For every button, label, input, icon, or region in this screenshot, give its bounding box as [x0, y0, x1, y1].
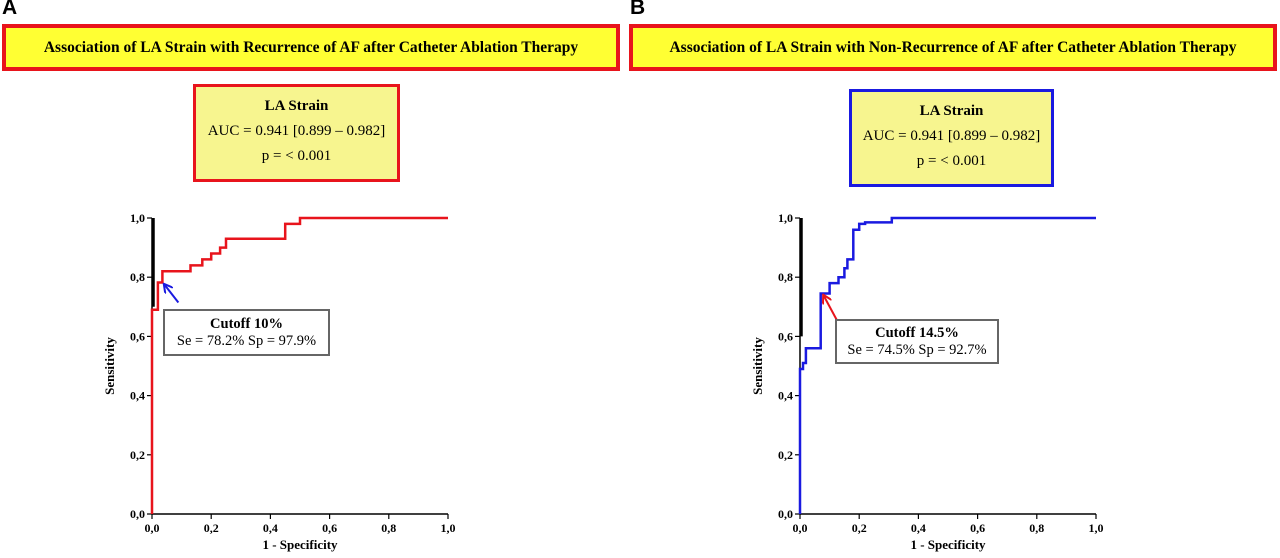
y-tick-label: 0,4 [130, 389, 145, 403]
roc-curve [150, 216, 448, 514]
y-tick-label: 0,4 [778, 389, 793, 403]
y-tick-label: 1,0 [778, 211, 793, 225]
x-axis-label: 1 - Specificity [910, 537, 986, 552]
x-tick-label: 0,8 [381, 521, 396, 535]
panel-b-banner: Association of LA Strain with Non-Recurr… [629, 24, 1277, 71]
x-tick-label: 1,0 [441, 521, 456, 535]
y-tick-label: 0,6 [130, 329, 145, 343]
y-tick-label: 0,6 [778, 329, 793, 343]
panel-a-auc-box: LA Strain AUC = 0.941 [0.899 – 0.982] p … [193, 84, 400, 182]
y-tick-label: 0,8 [130, 270, 145, 284]
p-value: p = < 0.001 [261, 148, 332, 164]
panel-a-cutoff-box: Cutoff 10% Se = 78.2% Sp = 97.9% [163, 309, 330, 356]
cutoff-values: Se = 74.5% Sp = 92.7% [847, 342, 987, 358]
auc-box-title: LA Strain [919, 103, 984, 119]
y-tick-label: 0,0 [778, 507, 793, 521]
x-axis-label: 1 - Specificity [262, 537, 338, 552]
y-tick-label: 0,0 [130, 507, 145, 521]
x-tick-label: 0,4 [263, 521, 278, 535]
cutoff-arrow [164, 285, 180, 304]
y-tick-label: 0,2 [778, 448, 793, 462]
panel-b-auc-box: LA Strain AUC = 0.941 [0.899 – 0.982] p … [849, 89, 1054, 187]
auc-value: AUC = 0.941 [0.899 – 0.982] [862, 128, 1041, 144]
cutoff-title: Cutoff 14.5% [875, 325, 959, 341]
panel-b-roc-chart: 0,0 0,2 0,4 0,6 0,8 1,0 0,0 0,2 0,4 0,6 0,8 1,0 1 - … [750, 211, 1104, 552]
y-axis-label: Sensitivity [102, 337, 117, 395]
x-tick-label: 0,0 [145, 521, 160, 535]
panel-a-letter: A [2, 0, 18, 19]
panel-a-roc-chart: 0,0 0,2 0,4 0,6 0,8 1,0 0,0 0,2 0,4 0,6 0,8 1,0 1 - … [102, 211, 456, 552]
x-tick-label: 0,2 [204, 521, 219, 535]
x-tick-label: 1,0 [1089, 521, 1104, 535]
x-tick-label: 0,6 [970, 521, 985, 535]
y-axis-label: Sensitivity [750, 337, 765, 395]
cutoff-title: Cutoff 10% [210, 316, 283, 332]
y-tick-label: 0,8 [778, 270, 793, 284]
x-tick-label: 0,8 [1029, 521, 1044, 535]
y-tick-label: 0,2 [130, 448, 145, 462]
y-tick-label: 1,0 [130, 211, 145, 225]
panel-b-letter: B [630, 0, 646, 19]
roc-curve [798, 216, 1096, 514]
auc-value: AUC = 0.941 [0.899 – 0.982] [207, 123, 386, 139]
cutoff-arrow [824, 295, 839, 322]
auc-box-title: LA Strain [264, 98, 329, 114]
x-tick-label: 0,0 [793, 521, 808, 535]
p-value: p = < 0.001 [916, 153, 987, 169]
x-tick-label: 0,6 [322, 521, 337, 535]
x-tick-label: 0,4 [911, 521, 926, 535]
x-tick-label: 0,2 [852, 521, 867, 535]
cutoff-values: Se = 78.2% Sp = 97.9% [176, 333, 317, 349]
panel-a-banner: Association of LA Strain with Recurrence… [2, 24, 620, 71]
panel-b-cutoff-box: Cutoff 14.5% Se = 74.5% Sp = 92.7% [835, 319, 999, 364]
